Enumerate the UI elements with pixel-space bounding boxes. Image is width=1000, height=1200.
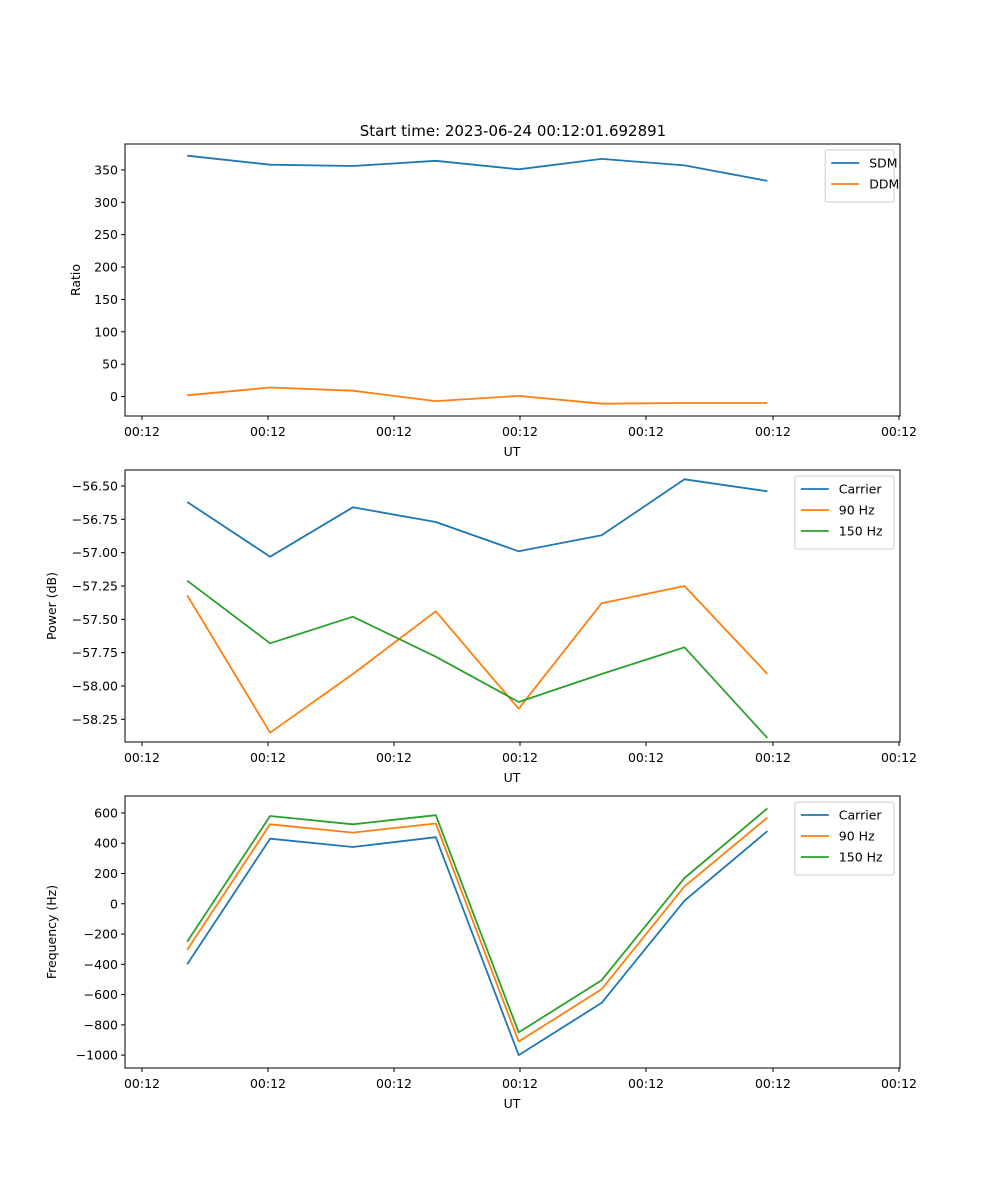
legend-entry: 90 Hz: [839, 503, 875, 518]
x-tick-label: 00:12: [628, 1076, 664, 1091]
x-tick-label: 00:12: [502, 1076, 538, 1091]
y-tick-label: −200: [84, 927, 118, 942]
x-axis-label: UT: [504, 770, 521, 785]
y-tick-label: −56.75: [72, 512, 118, 527]
x-tick-label: 00:12: [376, 1076, 412, 1091]
legend-entry: DDM: [869, 177, 899, 192]
x-tick-label: 00:12: [502, 424, 538, 439]
x-tick-label: 00:12: [124, 1076, 160, 1091]
y-tick-label: −57.25: [72, 579, 118, 594]
y-tick-label: 400: [94, 836, 118, 851]
legend-entry: SDM: [869, 156, 897, 171]
y-tick-label: 350: [94, 162, 118, 177]
x-tick-label: 00:12: [881, 750, 917, 765]
y-tick-label: 300: [94, 195, 118, 210]
series-line-150-hz: [186, 579, 769, 739]
series-line-150-hz: [186, 807, 768, 1034]
y-tick-label: 200: [94, 260, 118, 275]
series-line-90-hz: [186, 816, 768, 1043]
y-tick-label: 250: [94, 227, 118, 242]
plot-frame: [124, 469, 901, 743]
legend-entry: 90 Hz: [839, 829, 875, 844]
series-line-ddm: [187, 386, 768, 405]
y-tick-label: −600: [84, 987, 118, 1002]
x-tick-label: 00:12: [124, 424, 160, 439]
y-tick-label: 100: [94, 324, 118, 339]
y-tick-label: −57.50: [72, 612, 118, 627]
x-tick-label: 00:12: [881, 1076, 917, 1091]
y-tick-label: 50: [102, 357, 118, 372]
series-line-carrier: [186, 478, 768, 558]
y-tick-label: 0: [110, 896, 118, 911]
x-tick-label: 00:12: [376, 424, 412, 439]
y-tick-label: −58.00: [72, 679, 118, 694]
chart-panel-1: 0 50 100 150 200 250 300 350 00:12 00:12 00:12 00:1…: [68, 143, 917, 459]
x-tick-label: 00:12: [755, 424, 791, 439]
y-tick-label: −1000: [76, 1048, 118, 1063]
chart-panels: 0 50 100 150 200 250 300 350 00:12 00:12 00:12 00:1…: [44, 143, 917, 1111]
y-tick-label: −57.75: [72, 645, 118, 660]
legend: SDM DDM: [824, 149, 899, 203]
y-tick-label: 150: [94, 292, 118, 307]
series-line-carrier: [186, 830, 768, 1056]
plot-frame: [124, 143, 901, 417]
x-tick-label: 00:12: [250, 424, 286, 439]
x-tick-label: 00:12: [250, 750, 286, 765]
legend-entry: Carrier: [839, 808, 883, 823]
chart-panel-2: −56.50 −56.75 −57.00 −57.25 −57.50 −57.75 −58.…: [44, 469, 917, 785]
x-tick-label: 00:12: [124, 750, 160, 765]
x-tick-label: 00:12: [628, 750, 664, 765]
figure-title: Start time: 2023-06-24 00:12:01.692891: [360, 122, 666, 140]
legend-entry: Carrier: [839, 482, 883, 497]
y-tick-label: −58.25: [72, 712, 118, 727]
plot-frame: [124, 795, 901, 1069]
x-tick-label: 00:12: [502, 750, 538, 765]
y-tick-label: −56.50: [72, 479, 118, 494]
legend: Carrier 90 Hz 150 Hz: [794, 801, 895, 876]
x-tick-label: 00:12: [881, 424, 917, 439]
series-line-90-hz: [186, 585, 769, 734]
x-tick-label: 00:12: [755, 750, 791, 765]
x-tick-label: 00:12: [376, 750, 412, 765]
chart-panel-3: 600 400 200 0 −200 −400 −600 −800 −1000 00:12 00:1…: [44, 795, 917, 1111]
legend: Carrier 90 Hz 150 Hz: [794, 475, 895, 550]
y-axis-label: Ratio: [68, 264, 83, 296]
y-tick-label: −57.00: [72, 545, 118, 560]
x-tick-label: 00:12: [755, 1076, 791, 1091]
y-tick-label: −400: [84, 957, 118, 972]
x-tick-label: 00:12: [628, 424, 664, 439]
legend-entry: 150 Hz: [839, 524, 883, 539]
x-axis-label: UT: [504, 444, 521, 459]
y-tick-label: 0: [110, 389, 118, 404]
y-axis-label: Power (dB): [44, 572, 59, 640]
y-tick-label: −800: [84, 1017, 118, 1032]
y-tick-label: 200: [94, 866, 118, 881]
y-axis-label: Frequency (Hz): [44, 885, 59, 979]
legend-entry: 150 Hz: [839, 850, 883, 865]
y-tick-label: 600: [94, 805, 118, 820]
series-line-sdm: [187, 154, 768, 182]
x-axis-label: UT: [504, 1096, 521, 1111]
x-tick-label: 00:12: [250, 1076, 286, 1091]
